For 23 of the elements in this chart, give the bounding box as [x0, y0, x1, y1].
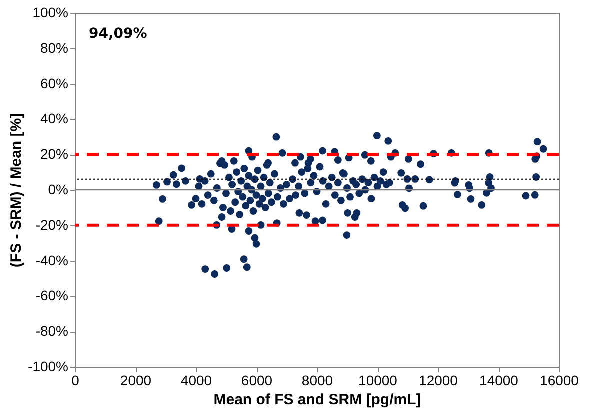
- x-tick-label: 14000: [480, 372, 519, 388]
- x-tick-label: 0: [72, 372, 80, 388]
- y-tick-label: -60%: [36, 288, 68, 304]
- y-tick-label: -80%: [36, 323, 68, 340]
- x-tick-label: 10000: [358, 372, 398, 388]
- y-tick-label: 100%: [32, 4, 68, 20]
- x-tick-label: 4000: [180, 372, 212, 388]
- x-tick-label: 8000: [302, 372, 334, 388]
- y-tick-label: 80%: [40, 40, 68, 56]
- x-tick-label: 2000: [120, 372, 152, 388]
- y-tick-label: 20%: [40, 146, 68, 162]
- y-tick-label: 0%: [48, 182, 68, 198]
- x-tick-label: 6000: [241, 372, 273, 388]
- y-tick-label: -40%: [36, 252, 68, 268]
- annotation: 94,09%: [89, 26, 148, 42]
- y-tick-label: -100%: [28, 358, 68, 374]
- y-tick-label: 40%: [40, 110, 68, 127]
- x-axis-title: Mean of FS and SRM [pg/mL]: [214, 392, 422, 408]
- y-axis-title: (FS - SRM) / Mean [%]: [8, 113, 26, 268]
- x-tick-label: 16000: [540, 372, 580, 388]
- y-tick-label: 60%: [40, 75, 68, 92]
- y-tick-label: -20%: [36, 216, 68, 233]
- x-tick-label: 12000: [419, 372, 458, 388]
